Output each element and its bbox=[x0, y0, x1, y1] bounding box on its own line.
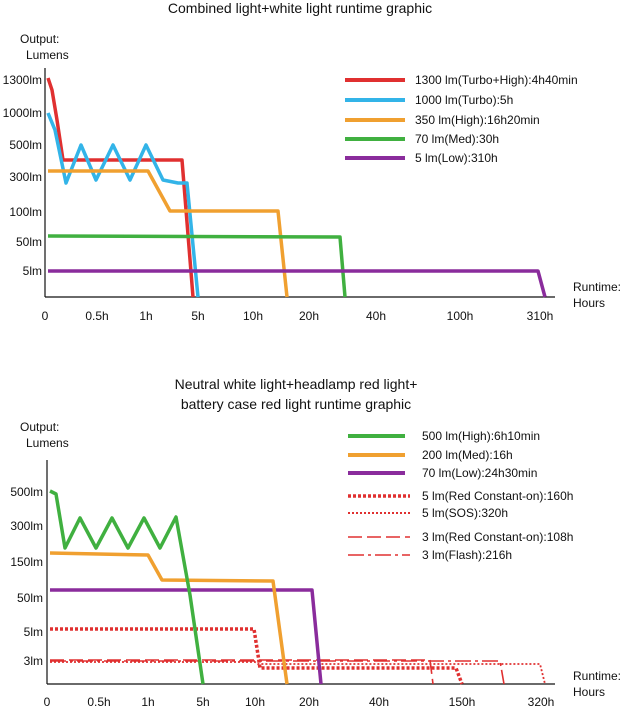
chart-1-series-line bbox=[46, 77, 195, 298]
chart-1: Combined light+white light runtime graph… bbox=[3, 0, 621, 323]
chart-2-series-line bbox=[49, 551, 289, 685]
chart-2-legend: 500 lm(High):6h10min 200 lm(Med):16h 70 … bbox=[348, 429, 573, 562]
chart-2-xlabel-line1: Runtime: bbox=[573, 669, 621, 683]
chart-1-xlabel-line2: Hours bbox=[573, 296, 605, 310]
chart-2: Neutral white light+headlamp red light+ … bbox=[10, 376, 621, 709]
chart-1-xtick: 10h bbox=[243, 309, 263, 323]
chart-2-series-line bbox=[50, 627, 464, 685]
chart-1-ytick: 1300lm bbox=[3, 73, 42, 87]
chart-2-legend-label: 200 lm(Med):16h bbox=[422, 448, 513, 462]
chart-2-ytick: 300lm bbox=[10, 519, 43, 533]
chart-2-legend-label: 3 lm(Flash):216h bbox=[422, 548, 512, 562]
chart-1-ylabel-line1: Output: bbox=[20, 32, 59, 46]
chart-2-ylabel-line2: Lumens bbox=[26, 436, 69, 450]
chart-2-ytick: 150lm bbox=[10, 555, 43, 569]
chart-2-ytick: 50lm bbox=[17, 591, 43, 605]
chart-2-ylabel-line1: Output: bbox=[20, 420, 59, 434]
chart-1-legend-label: 1000 lm(Turbo):5h bbox=[415, 93, 513, 107]
chart-1-xtick: 20h bbox=[299, 309, 319, 323]
chart-2-xtick: 320h bbox=[528, 695, 555, 709]
chart-2-legend-label: 5 lm(Red Constant-on):160h bbox=[422, 489, 573, 503]
chart-2-ytick: 5lm bbox=[24, 625, 43, 639]
chart-1-series-line bbox=[48, 269, 547, 298]
chart-1-xtick: 1h bbox=[139, 309, 152, 323]
chart-2-series-line bbox=[49, 489, 205, 685]
chart-1-xtick: 100h bbox=[447, 309, 474, 323]
chart-1-xtick: 0.5h bbox=[85, 309, 108, 323]
chart-2-legend-label: 70 lm(Low):24h30min bbox=[422, 466, 537, 480]
chart-2-xtick: 10h bbox=[245, 695, 265, 709]
chart-2-legend-label: 5 lm(SOS):320h bbox=[422, 506, 508, 520]
chart-2-y-ticks: 500lm 300lm 150lm 50lm 5lm 3lm bbox=[10, 485, 43, 668]
chart-1-xtick: 40h bbox=[366, 309, 386, 323]
chart-2-series-line bbox=[50, 661, 546, 685]
chart-1-series bbox=[46, 77, 547, 298]
chart-1-series-line bbox=[48, 169, 289, 298]
chart-1-legend-label: 70 lm(Med):30h bbox=[415, 132, 499, 146]
chart-1-ylabel-line2: Lumens bbox=[26, 48, 69, 62]
chart-2-title-line2: battery case red light runtime graphic bbox=[181, 396, 411, 412]
chart-1-ytick: 50lm bbox=[16, 235, 42, 249]
chart-2-x-ticks: 0 0.5h 1h 5h 10h 20h 40h 150h 320h bbox=[44, 695, 555, 709]
chart-1-xtick: 310h bbox=[527, 309, 554, 323]
chart-1-x-ticks: 0 0.5h 1h 5h 10h 20h 40h 100h 310h bbox=[42, 309, 554, 323]
chart-2-xtick: 150h bbox=[449, 695, 476, 709]
chart-2-legend-label: 500 lm(High):6h10min bbox=[422, 429, 540, 443]
chart-1-ytick: 5lm bbox=[23, 264, 42, 278]
chart-1-ytick: 300lm bbox=[9, 170, 42, 184]
chart-2-series-line bbox=[50, 660, 505, 685]
chart-1-xtick: 5h bbox=[191, 309, 204, 323]
chart-2-xtick: 40h bbox=[369, 695, 389, 709]
chart-2-xlabel-line2: Hours bbox=[573, 685, 605, 699]
chart-1-xlabel-line1: Runtime: bbox=[573, 280, 621, 294]
chart-1-ytick: 500lm bbox=[9, 138, 42, 152]
chart-1-y-ticks: 1300lm 1000lm 500lm 300lm 100lm 50lm 5lm bbox=[3, 73, 42, 278]
chart-2-xtick: 0 bbox=[44, 695, 51, 709]
chart-1-series-line bbox=[47, 234, 347, 298]
chart-2-xtick: 1h bbox=[141, 695, 154, 709]
chart-1-title: Combined light+white light runtime graph… bbox=[168, 0, 432, 16]
chart-2-title-line1: Neutral white light+headlamp red light+ bbox=[175, 376, 418, 392]
chart-2-ytick: 500lm bbox=[10, 485, 43, 499]
chart-2-series-line bbox=[50, 588, 323, 685]
chart-2-xtick: 0.5h bbox=[87, 695, 110, 709]
chart-1-legend-label: 5 lm(Low):310h bbox=[415, 151, 498, 165]
chart-1-legend-label: 1300 lm(Turbo+High):4h40min bbox=[415, 73, 578, 87]
chart-2-ytick: 3lm bbox=[24, 654, 43, 668]
chart-2-xtick: 5h bbox=[196, 695, 209, 709]
chart-1-series-line bbox=[46, 112, 200, 298]
chart-1-legend: 1300 lm(Turbo+High):4h40min 1000 lm(Turb… bbox=[345, 73, 578, 165]
chart-1-ytick: 1000lm bbox=[3, 106, 42, 120]
chart-2-series bbox=[49, 489, 546, 685]
chart-1-ytick: 100lm bbox=[9, 205, 42, 219]
chart-1-xtick: 0 bbox=[42, 309, 49, 323]
chart-1-legend-label: 350 lm(High):16h20min bbox=[415, 113, 540, 127]
chart-2-legend-label: 3 lm(Red Constant-on):108h bbox=[422, 530, 573, 544]
chart-2-xtick: 20h bbox=[299, 695, 319, 709]
chart-2-series-line bbox=[50, 659, 434, 685]
